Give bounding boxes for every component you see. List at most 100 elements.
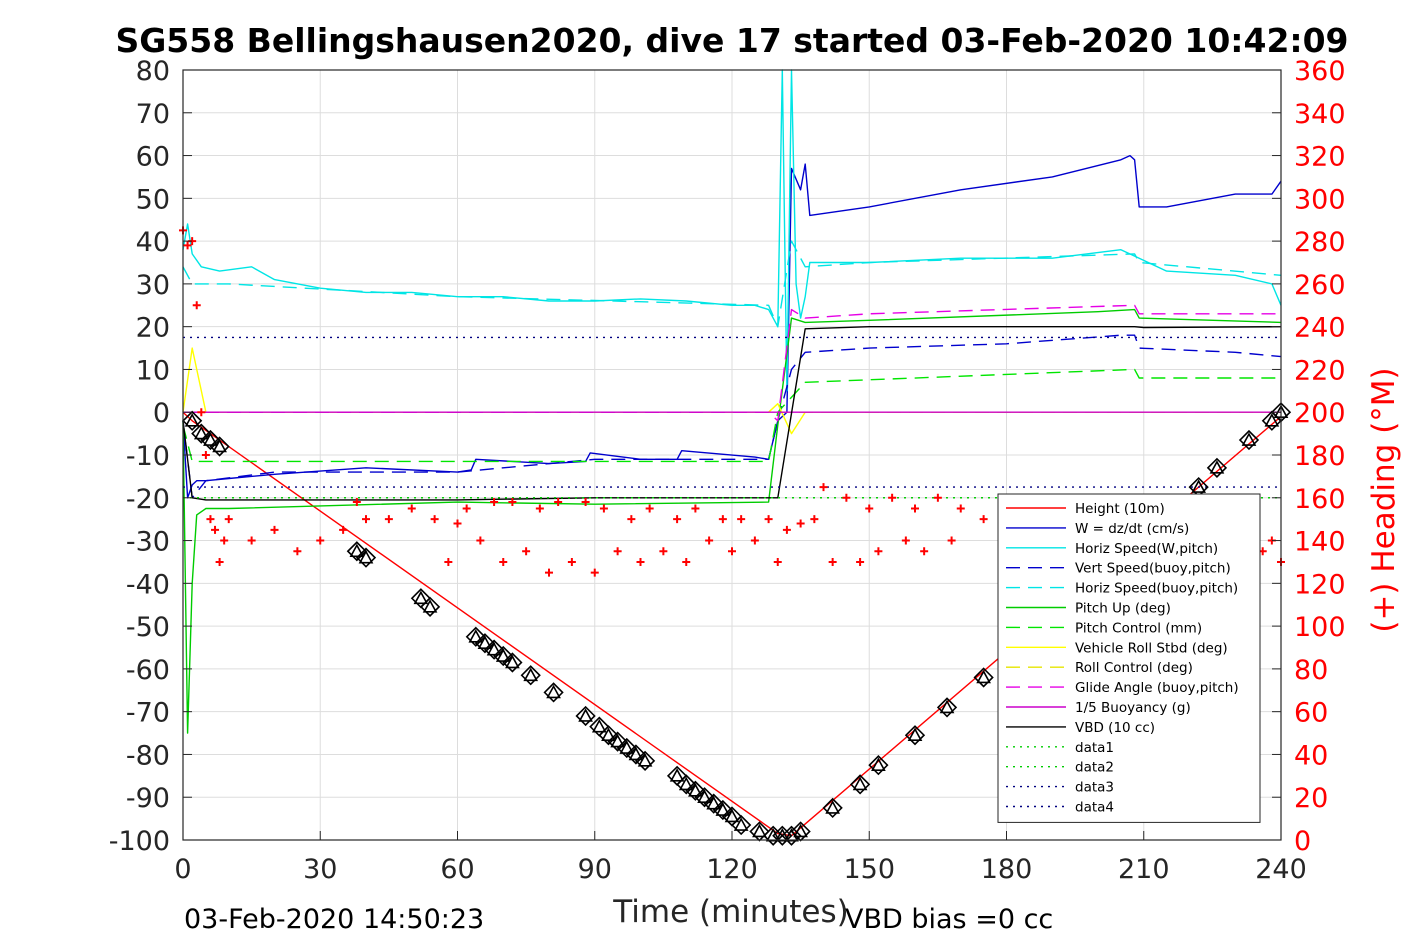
height-marker bbox=[772, 825, 793, 846]
heading-point bbox=[522, 547, 531, 556]
heading-point bbox=[842, 493, 851, 502]
y2-tick-label: 100 bbox=[1294, 612, 1346, 643]
heading-point bbox=[673, 515, 682, 524]
height-marker bbox=[731, 814, 752, 836]
heading-point bbox=[211, 525, 220, 534]
height-marker bbox=[1188, 476, 1209, 498]
height-marker bbox=[575, 705, 596, 727]
height-marker bbox=[822, 797, 843, 819]
heading-point bbox=[581, 498, 590, 507]
x-tick-label: 60 bbox=[440, 854, 474, 885]
y-tick-label: 40 bbox=[136, 227, 170, 258]
series-line-vert-speed-buoy-pitch bbox=[182, 334, 1282, 499]
height-marker bbox=[182, 410, 203, 431]
height-marker bbox=[1238, 429, 1260, 451]
x-tick-label: 180 bbox=[981, 854, 1033, 885]
heading-point bbox=[691, 504, 700, 513]
heading-point bbox=[773, 557, 782, 566]
x-tick-label: 210 bbox=[1118, 854, 1170, 885]
heading-point bbox=[590, 568, 599, 577]
heading-point bbox=[819, 483, 828, 492]
legend-entry: VBD (10 cc) bbox=[1075, 720, 1155, 736]
heading-point bbox=[183, 241, 192, 250]
y2-tick-label: 260 bbox=[1294, 270, 1346, 301]
heading-point bbox=[764, 515, 773, 524]
heading-point bbox=[627, 515, 636, 524]
heading-point bbox=[339, 525, 348, 534]
heading-point bbox=[293, 547, 302, 556]
heading-point bbox=[535, 504, 544, 513]
x-tick-label: 120 bbox=[706, 854, 758, 885]
heading-point bbox=[682, 557, 691, 566]
heading-point bbox=[933, 493, 942, 502]
height-marker bbox=[502, 652, 523, 673]
y2-tick-label: 180 bbox=[1294, 441, 1346, 472]
legend-entry: Roll Control (deg) bbox=[1075, 660, 1193, 676]
heading-point bbox=[636, 557, 645, 566]
height-marker bbox=[1261, 410, 1282, 431]
heading-point bbox=[645, 504, 654, 513]
legend-entry: data4 bbox=[1075, 800, 1114, 816]
heading-point bbox=[979, 515, 988, 524]
y-tick-label: -80 bbox=[126, 740, 170, 771]
y2-tick-label: 40 bbox=[1294, 740, 1328, 771]
heading-point bbox=[453, 519, 462, 528]
y-tick-label: 30 bbox=[136, 270, 170, 301]
heading-point bbox=[192, 301, 201, 310]
y2-tick-label: 320 bbox=[1294, 142, 1346, 173]
heading-point bbox=[737, 515, 746, 524]
y2-tick-label: 80 bbox=[1294, 655, 1328, 686]
series-line-w-dz-dt-cm-s bbox=[182, 154, 1282, 499]
legend-entry: Vert Speed(buoy,pitch) bbox=[1075, 561, 1231, 577]
x-tick-label: 30 bbox=[303, 854, 337, 885]
x-axis-label: Time (minutes) bbox=[612, 894, 848, 930]
legend-entry: Pitch Up (deg) bbox=[1075, 601, 1171, 617]
heading-point bbox=[270, 525, 279, 534]
heading-point bbox=[430, 515, 439, 524]
heading-point bbox=[901, 536, 910, 545]
heading-point bbox=[545, 568, 553, 577]
heading-point bbox=[613, 547, 622, 556]
legend-box bbox=[997, 493, 1261, 823]
y2-tick-label: 140 bbox=[1294, 527, 1346, 558]
series-line-pitch-up-deg bbox=[182, 308, 1282, 734]
heading-point bbox=[384, 515, 393, 524]
heading-point bbox=[920, 547, 929, 556]
y-tick-label: -50 bbox=[126, 612, 170, 643]
heading-point bbox=[718, 515, 727, 524]
legend-entry: Horiz Speed(buoy,pitch) bbox=[1075, 581, 1238, 597]
heading-point bbox=[911, 504, 919, 513]
heading-point bbox=[499, 557, 508, 566]
y2-tick-label: 60 bbox=[1294, 698, 1328, 729]
heading-point bbox=[796, 519, 805, 528]
heading-point bbox=[728, 547, 736, 556]
heading-point bbox=[215, 557, 224, 566]
legend-entry: data3 bbox=[1075, 780, 1114, 796]
legend-entry: data2 bbox=[1075, 760, 1114, 776]
heading-point bbox=[659, 547, 668, 556]
y2-tick-label: 120 bbox=[1294, 569, 1346, 600]
heading-point bbox=[956, 504, 965, 513]
heading-point bbox=[224, 515, 233, 524]
height-marker bbox=[355, 547, 377, 568]
chart-title: SG558 Bellingshausen2020, dive 17 starte… bbox=[115, 21, 1348, 60]
x-axis-ticks: 0 30 60 90 120 150 180 210 240 bbox=[174, 831, 1307, 885]
height-marker bbox=[543, 682, 564, 703]
heading-point bbox=[490, 498, 499, 507]
heading-point bbox=[567, 557, 576, 566]
height-marker bbox=[973, 667, 994, 688]
heading-point bbox=[705, 536, 714, 545]
heading-point bbox=[444, 557, 453, 566]
footer-timestamp: 03-Feb-2020 14:50:23 bbox=[184, 904, 484, 935]
height-marker bbox=[936, 697, 958, 718]
height-marker bbox=[1206, 457, 1228, 478]
legend-entry: Horiz Speed(W,pitch) bbox=[1075, 541, 1218, 557]
heading-point bbox=[201, 451, 210, 459]
heading-point bbox=[316, 536, 325, 545]
heading-point bbox=[874, 547, 883, 556]
heading-point bbox=[599, 504, 608, 513]
x-tick-label: 150 bbox=[843, 854, 895, 885]
legend-entry: Vehicle Roll Stbd (deg) bbox=[1075, 640, 1228, 656]
y-tick-label: -100 bbox=[109, 826, 170, 857]
y-tick-label: 10 bbox=[136, 355, 170, 386]
